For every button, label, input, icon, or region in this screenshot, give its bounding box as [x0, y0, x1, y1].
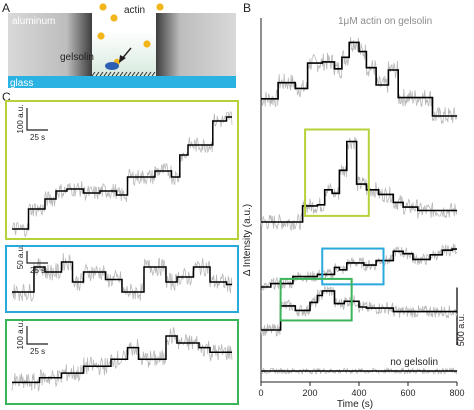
actin-bead-icon — [97, 32, 105, 40]
actin-bead-icon — [110, 14, 118, 22]
control-label: no gelsolin — [390, 357, 438, 368]
x-tick-label: 200 — [302, 388, 317, 398]
raw-trace-1 — [260, 37, 458, 125]
zoom-step-fit — [12, 261, 232, 293]
surface-hatch-mark — [131, 71, 136, 77]
surface-hatch-mark — [115, 71, 120, 77]
plot-c: 100 a.u. 25 s 50 a.u. 25 s 100 a.u. 25 s — [5, 100, 239, 405]
zoom-step-fit — [12, 335, 232, 384]
surface-hatch-mark — [127, 71, 132, 77]
x-tick-label: 0 — [258, 388, 263, 398]
zoom-raw-trace — [11, 110, 233, 238]
scale-bar-x-label: 25 s — [30, 133, 45, 142]
panel-b: B 1μM actin on gelsolin Δ Intensity (a.u… — [242, 1, 466, 410]
x-tick-label: 600 — [400, 388, 415, 398]
surface-hatch-mark — [147, 71, 152, 77]
panel-b-title: 1μM actin on gelsolin — [338, 16, 432, 27]
surface-hatch-mark — [107, 71, 112, 77]
actin-bead-icon — [143, 40, 151, 48]
scale-bar-y-label: 50 a.u. — [16, 245, 25, 269]
scale-bar-y-label: 100 a.u. — [16, 105, 25, 134]
plot-b: 0 200 400 600 800 — [258, 18, 465, 398]
actin-bead-icon — [99, 3, 107, 11]
x-tick-label: 800 — [449, 388, 464, 398]
surface-hatch-mark — [103, 71, 108, 77]
surface-hatch-mark — [135, 71, 140, 77]
y-scale-bar-label: 500 a.u. — [456, 314, 466, 347]
surface-hatch-mark — [95, 71, 100, 77]
raw-trace-2 — [260, 136, 458, 232]
zoom-box-green — [279, 277, 353, 322]
panel-c: C 100 a.u. 25 s 50 a.u. 25 s 100 a.u. 25 s — [2, 90, 239, 405]
surface-hatch-mark — [143, 71, 148, 77]
step-fit-3 — [261, 248, 457, 288]
surface-pattern — [91, 71, 156, 77]
zoom-raw-trace — [11, 253, 233, 302]
arrow-head-icon — [119, 55, 126, 63]
aluminum-label: aluminum — [12, 16, 55, 27]
panel-a: A aluminum glass gelsolin actin — [2, 1, 236, 89]
zoom-box-yellow-green — [304, 128, 370, 217]
step-fit-1 — [261, 41, 457, 117]
surface-hatch-mark — [111, 71, 116, 77]
zoom-panel-frame-blue — [5, 245, 239, 313]
zoom-box-blue — [321, 247, 385, 286]
panel-b-label: B — [243, 1, 251, 15]
scale-bar — [26, 326, 48, 345]
step-fit-2 — [261, 140, 457, 223]
aluminum-left — [8, 13, 92, 76]
glass-slab — [8, 76, 236, 88]
scale-bar-y-label: 100 a.u. — [16, 321, 25, 350]
surface-hatch-mark — [91, 71, 96, 77]
zoom-step-fit — [12, 116, 232, 230]
x-tick-label: 400 — [351, 388, 366, 398]
zoom-panel-frame-green — [5, 319, 239, 405]
panel-a-label: A — [2, 1, 10, 15]
y-axis-label: Δ Intensity (a.u.) — [242, 204, 253, 276]
actin-bead-icon — [156, 3, 164, 11]
actin-label: actin — [124, 5, 145, 16]
surface-hatch-mark — [139, 71, 144, 77]
surface-hatch-mark — [119, 71, 124, 77]
x-axis-label: Time (s) — [337, 399, 373, 410]
gelsolin-icon — [105, 62, 119, 70]
surface-hatch-mark — [99, 71, 104, 77]
gelsolin-label: gelsolin — [60, 52, 94, 63]
glass-label: glass — [10, 78, 33, 89]
surface-hatch-mark — [123, 71, 128, 77]
step-fit-4 — [261, 290, 457, 331]
scale-bar — [26, 251, 48, 264]
panel-c-label: C — [2, 90, 11, 104]
scale-bar — [26, 108, 48, 131]
scale-bar-x-label: 25 s — [30, 266, 45, 275]
surface-hatch-mark — [151, 71, 156, 77]
aluminum-right — [156, 13, 236, 76]
scale-bar-x-label: 25 s — [30, 347, 45, 356]
zoom-panel-frame-yellow-green — [5, 100, 239, 240]
